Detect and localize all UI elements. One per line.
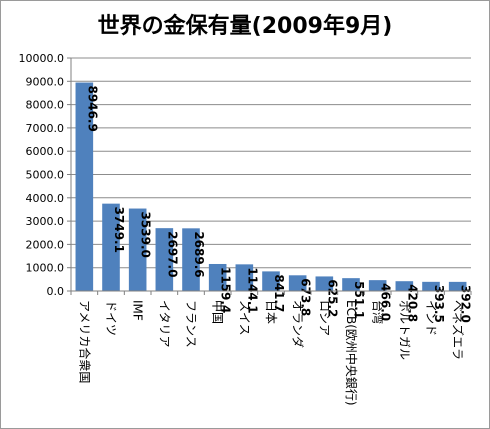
bar bbox=[208, 263, 227, 291]
x-tick-label: ロシア bbox=[317, 300, 331, 336]
data-label: 420.8 bbox=[405, 284, 419, 322]
y-tick-label: 2000.0 bbox=[26, 238, 65, 251]
bar bbox=[288, 275, 307, 291]
bar bbox=[422, 281, 440, 291]
y-tick-label: 3000.0 bbox=[26, 215, 65, 228]
chart-title: 世界の金保有量(2009年9月) bbox=[98, 13, 393, 39]
data-label: 1159.4 bbox=[219, 267, 233, 313]
x-tick-label: オランダ bbox=[291, 300, 306, 348]
data-label: 1144.1 bbox=[245, 267, 259, 313]
data-labels: 8946.9 3749.1 3539.0 2697.0 2689.6 1159.4 1144… bbox=[85, 86, 472, 323]
y-tick-label: 9000.0 bbox=[26, 75, 65, 88]
bar bbox=[262, 271, 280, 291]
data-label: 3749.1 bbox=[112, 207, 126, 253]
x-tick-label: 日本 bbox=[264, 300, 278, 324]
x-axis-ticks: アメリカ合衆国 ドイツ IMF イタリア フランス 中国 スイス 日本 オランダ ロシア ECB(欧… bbox=[70, 291, 472, 406]
x-tick-label: 中国 bbox=[211, 300, 226, 324]
y-tick-label: 4000.0 bbox=[26, 192, 65, 205]
data-label: 841.7 bbox=[272, 274, 286, 312]
x-tick-label: フランス bbox=[184, 300, 198, 348]
x-tick-label: 台湾 bbox=[371, 300, 386, 324]
bar bbox=[75, 82, 94, 291]
data-label: 392.0 bbox=[459, 285, 473, 323]
data-label: 673.8 bbox=[299, 278, 313, 316]
y-axis-ticks: 0.0 1000.0 2000.0 3000.0 4000.0 5000.0 6000.0 7… bbox=[19, 52, 71, 298]
bar bbox=[448, 281, 467, 291]
bar bbox=[342, 278, 360, 291]
bar bbox=[395, 281, 414, 291]
y-tick-label: 0.0 bbox=[47, 285, 65, 298]
y-tick-label: 10000.0 bbox=[19, 52, 65, 65]
bars bbox=[75, 82, 467, 291]
x-tick-label: ポルトガル bbox=[397, 300, 411, 360]
bar bbox=[315, 276, 334, 291]
x-tick-label: スイス bbox=[237, 300, 251, 336]
x-tick-label: ドイツ bbox=[104, 300, 118, 336]
data-label: 2697.0 bbox=[165, 231, 179, 277]
x-tick-label: IMF bbox=[131, 300, 145, 321]
data-label: 466.0 bbox=[379, 283, 393, 321]
bar bbox=[368, 280, 387, 291]
bar bbox=[155, 228, 174, 291]
bar bbox=[128, 208, 147, 291]
bar bbox=[182, 228, 200, 291]
data-label: 8946.9 bbox=[85, 86, 99, 132]
x-tick-label: ECB(欧州中央銀行) bbox=[344, 300, 359, 406]
data-label: 2689.6 bbox=[192, 231, 206, 277]
x-tick-label: ベネズエラ bbox=[451, 300, 466, 360]
x-tick-label: イタリア bbox=[157, 300, 171, 348]
bar bbox=[102, 203, 120, 291]
x-tick-label: インド bbox=[424, 300, 438, 336]
y-tick-label: 1000.0 bbox=[26, 262, 65, 275]
data-label: 625.2 bbox=[325, 279, 339, 317]
y-tick-label: 8000.0 bbox=[26, 99, 65, 112]
x-tick-label: アメリカ合衆国 bbox=[77, 300, 92, 383]
y-tick-label: 7000.0 bbox=[26, 122, 65, 135]
bar bbox=[235, 264, 254, 291]
y-tick-label: 5000.0 bbox=[26, 169, 65, 182]
data-label: 3539.0 bbox=[139, 212, 153, 258]
data-label: 393.5 bbox=[432, 285, 446, 323]
y-tick-label: 6000.0 bbox=[26, 145, 65, 158]
